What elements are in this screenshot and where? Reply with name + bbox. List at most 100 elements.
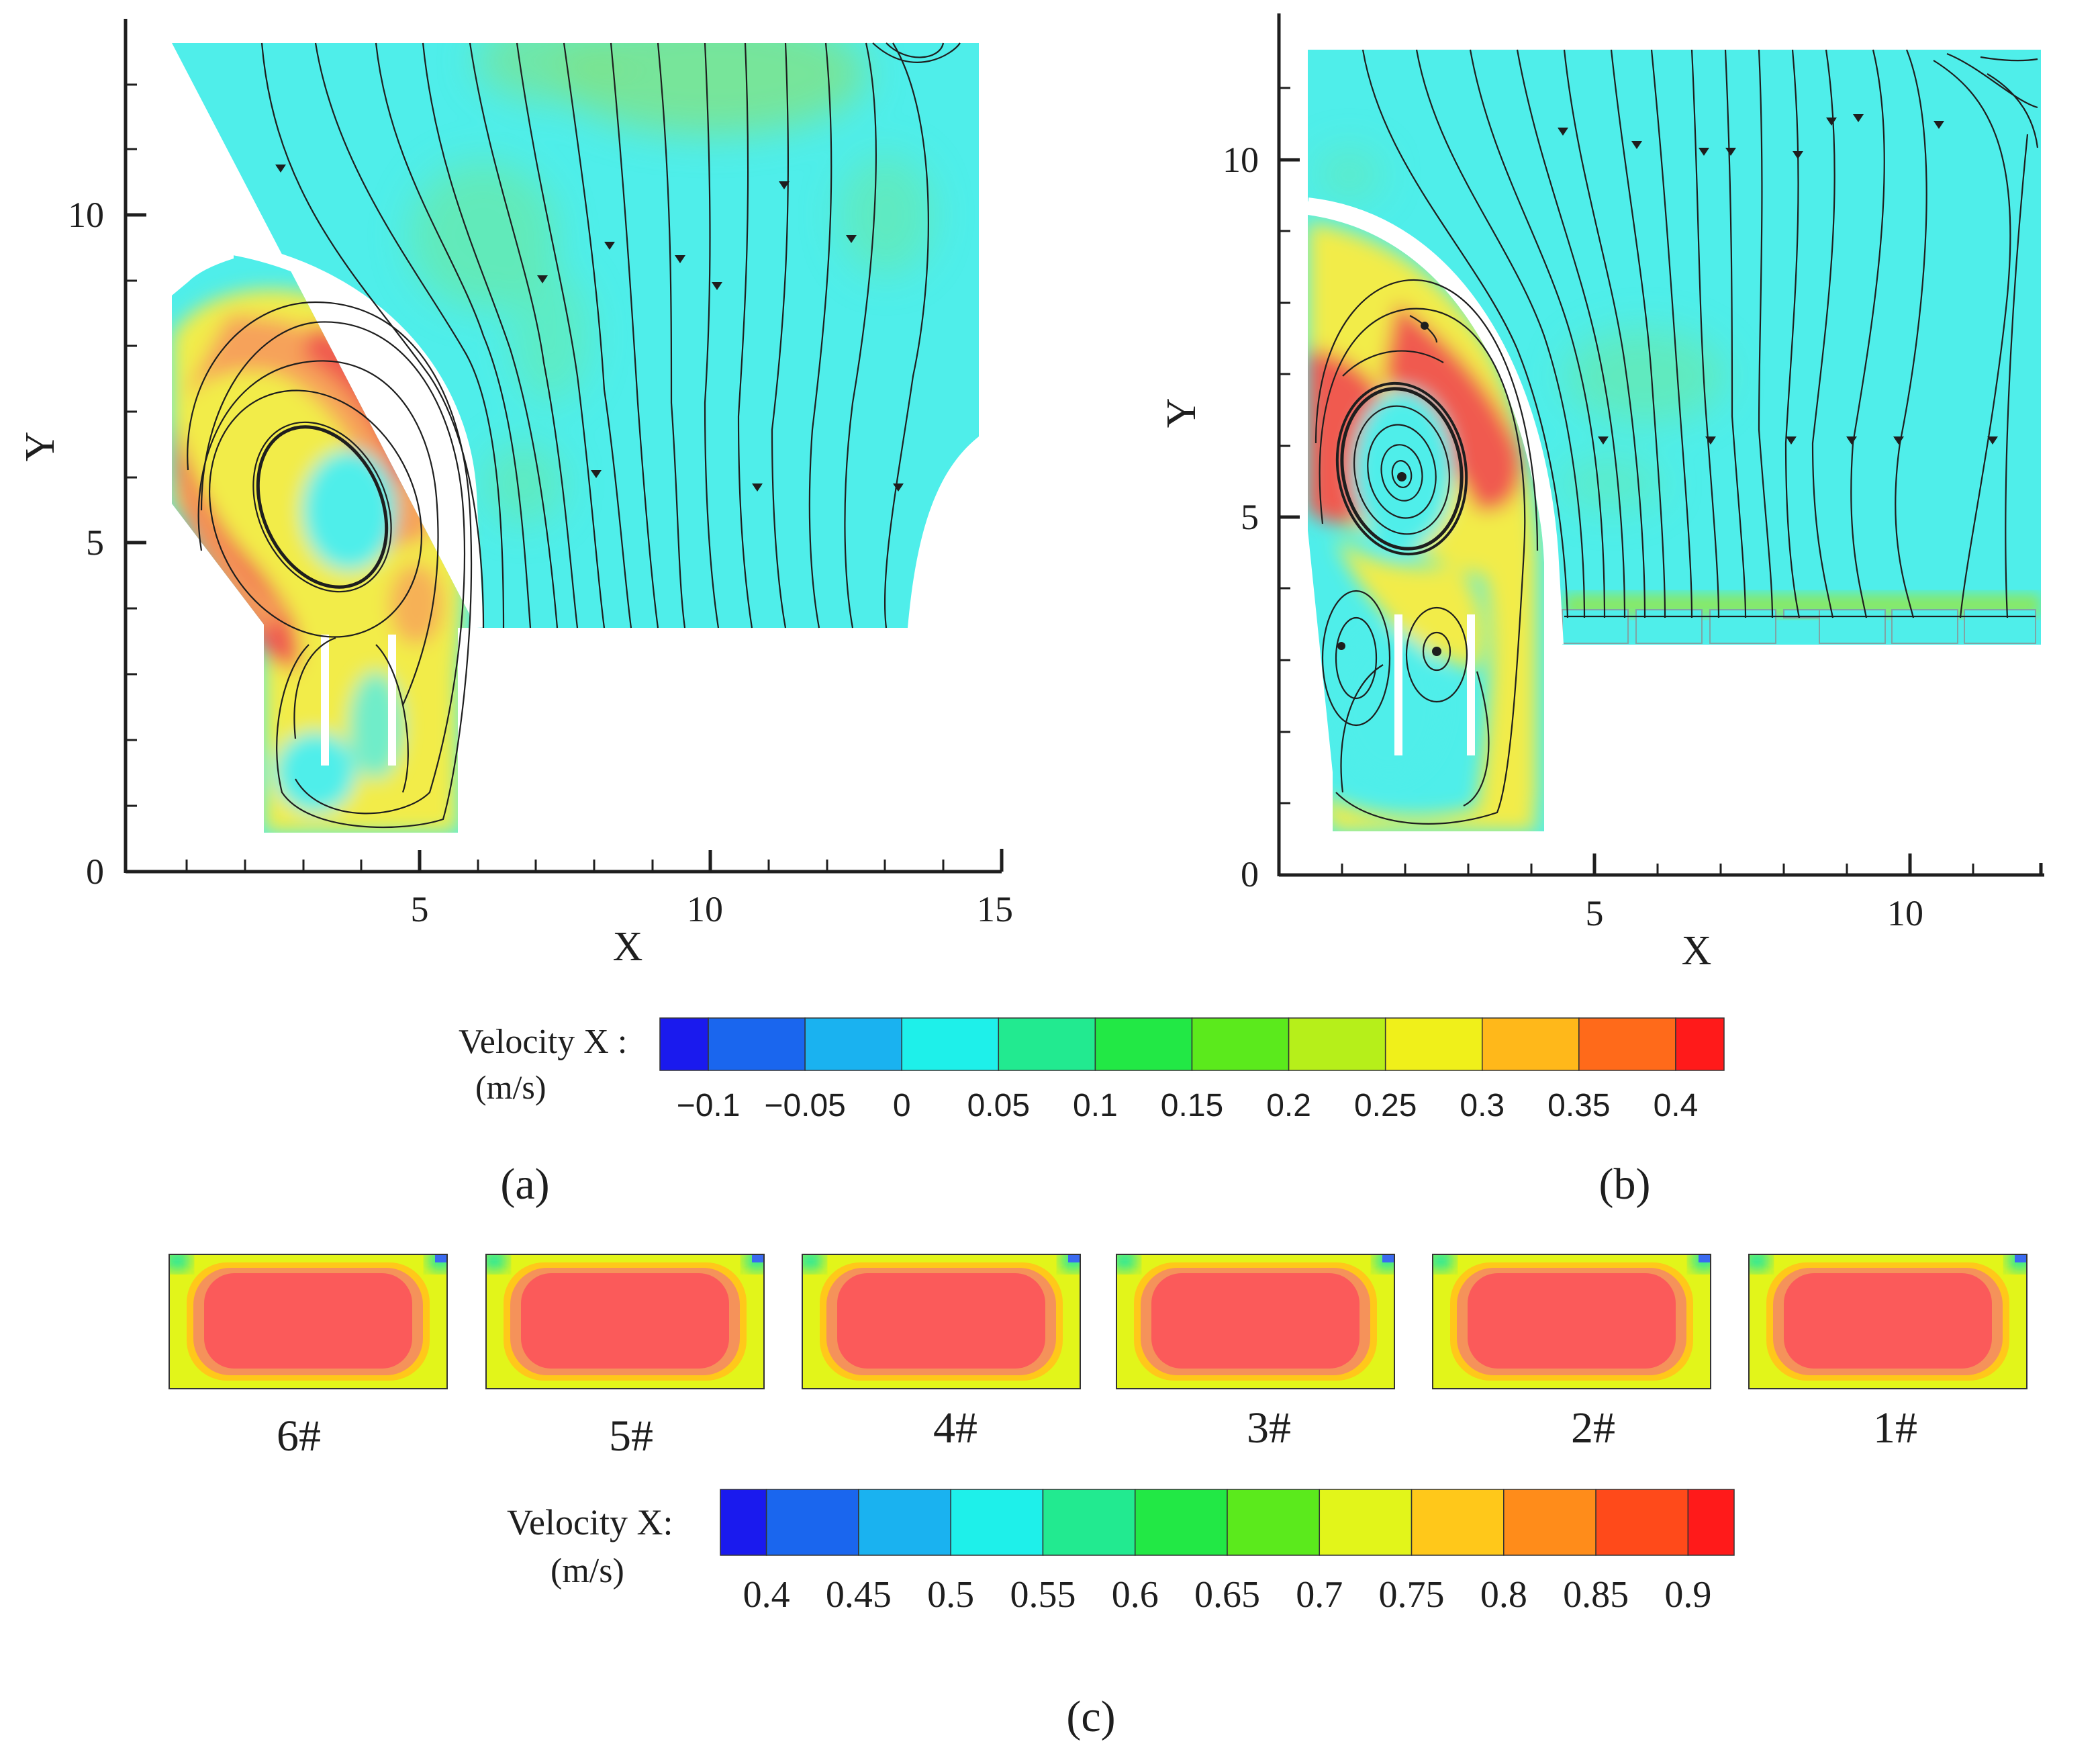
legend-c-tick-1: 0.45 — [826, 1574, 892, 1616]
panel-a-ylabel: Y — [17, 432, 63, 462]
panel-a-axes — [124, 19, 1004, 874]
legend-ab-colorbar — [659, 1017, 1725, 1071]
legend-c-unit: (m/s) — [551, 1552, 624, 1590]
panel-a-xtick-10: 10 — [687, 889, 723, 929]
panel-b-baffle-left — [1394, 614, 1402, 755]
panel-a-streamlines — [187, 42, 961, 829]
panel-b-ytick-0: 0 — [1241, 854, 1259, 894]
panel-b-xtick-5: 5 — [1586, 893, 1604, 933]
legend-c-tick-10: 0.9 — [1664, 1574, 1711, 1616]
legend-ab-tick-10: 0.4 — [1654, 1088, 1699, 1123]
legend-ab-tick-4: 0.1 — [1073, 1088, 1118, 1123]
panel-b: 10 5 0 5 10 X Y — [1159, 13, 2044, 974]
panel-a-ytick-0: 0 — [86, 851, 104, 892]
panel-b-streamlines — [1315, 49, 2039, 825]
section-3-core — [837, 1273, 1045, 1369]
panel-a-guide-wall — [232, 242, 483, 629]
legend-ab-tick-3: 0.05 — [967, 1088, 1030, 1123]
section-4: 3# — [1116, 1254, 1395, 1452]
panel-a-ytick-10: 10 — [68, 195, 104, 235]
panel-b-axes — [1277, 13, 2044, 877]
legend-ab-swatch-3 — [901, 1017, 1000, 1071]
legend-c-tick-9: 0.85 — [1563, 1574, 1629, 1616]
panel-b-xtick-10: 10 — [1887, 893, 1923, 933]
legend-c-tick-4: 0.6 — [1112, 1574, 1159, 1616]
legend-c-swatch-7 — [1319, 1489, 1413, 1556]
panel-b-outlets — [1562, 609, 2036, 644]
legend-ab-swatch-4 — [998, 1017, 1096, 1071]
panel-b-ylabel: Y — [1159, 398, 1204, 428]
section-1-core — [204, 1273, 412, 1369]
legend-c-swatch-2 — [858, 1489, 951, 1556]
section-label-5: 2# — [1571, 1403, 1615, 1452]
legend-c: Velocity X: (m/s) 0.4 0.45 0.5 0.55 0.6 0.65 0… — [507, 1489, 1735, 1616]
section-5-core — [1468, 1273, 1676, 1369]
legend-c-tick-3: 0.55 — [1010, 1574, 1076, 1616]
legend-c-swatch-11 — [1687, 1489, 1735, 1556]
legend-ab-tick-6: 0.2 — [1266, 1088, 1311, 1123]
section-label-1: 6# — [277, 1412, 321, 1461]
legend-ab-swatch-2 — [804, 1017, 902, 1071]
legend-ab-swatch-0 — [659, 1017, 709, 1071]
legend-ab-tick-9: 0.35 — [1547, 1088, 1610, 1123]
legend-ab: Velocity X : (m/s) −0.1 −0.05 0 0.05 0.1 0.15… — [459, 1017, 1725, 1123]
section-5: 2# — [1432, 1254, 1711, 1452]
legend-ab-tick-2: 0 — [893, 1088, 911, 1123]
legend-ab-ticks: −0.1 −0.05 0 0.05 0.1 0.15 0.2 0.25 0.3 0.35 0.4 — [677, 1088, 1699, 1123]
section-2: 5# — [485, 1254, 765, 1461]
legend-c-swatch-10 — [1595, 1489, 1689, 1556]
panel-a-xtick-5: 5 — [411, 889, 429, 929]
panel-c-sections: 6# 5# 4# 3# 2# 1# — [169, 1254, 2027, 1461]
legend-c-ticks: 0.4 0.45 0.5 0.55 0.6 0.65 0.7 0.75 0.8 0.85 0.9 — [743, 1574, 1712, 1616]
legend-c-tick-8: 0.8 — [1480, 1574, 1527, 1616]
panel-a-label: (a) — [500, 1160, 549, 1209]
legend-ab-swatch-1 — [708, 1017, 806, 1071]
legend-c-swatch-9 — [1503, 1489, 1596, 1556]
legend-c-swatch-8 — [1411, 1489, 1505, 1556]
panel-b-tick-labels: 10 5 0 5 10 — [1223, 140, 1923, 933]
legend-c-swatch-6 — [1227, 1489, 1321, 1556]
section-label-2: 5# — [609, 1412, 653, 1461]
panel-b-ytick-10: 10 — [1223, 140, 1259, 180]
legend-c-swatch-3 — [950, 1489, 1044, 1556]
legend-ab-swatch-6 — [1191, 1017, 1290, 1071]
panel-c-label: (c) — [1066, 1692, 1115, 1741]
legend-ab-swatch-9 — [1482, 1017, 1580, 1071]
legend-c-swatch-5 — [1134, 1489, 1228, 1556]
legend-c-tick-2: 0.5 — [927, 1574, 974, 1616]
section-label-6: 1# — [1873, 1403, 1917, 1452]
legend-c-tick-6: 0.7 — [1296, 1574, 1343, 1616]
legend-c-tick-0: 0.4 — [743, 1574, 790, 1616]
panel-a-xlabel: X — [613, 924, 643, 970]
panel-b-baffle-right — [1467, 614, 1475, 755]
panel-a-xtick-15: 15 — [977, 889, 1013, 929]
panel-a-baffle-right — [388, 635, 396, 766]
panel-a: 10 5 0 5 10 15 X Y — [17, 19, 1013, 970]
legend-ab-unit: (m/s) — [475, 1068, 546, 1106]
legend-ab-tick-1: −0.05 — [764, 1088, 845, 1123]
section-1: 6# — [169, 1254, 448, 1461]
panel-b-ytick-5: 5 — [1241, 497, 1259, 537]
legend-c-tick-5: 0.65 — [1194, 1574, 1260, 1616]
legend-ab-tick-7: 0.25 — [1354, 1088, 1417, 1123]
legend-c-title: Velocity X: — [507, 1502, 673, 1542]
section-6-core — [1784, 1273, 1992, 1369]
legend-ab-tick-8: 0.3 — [1460, 1088, 1505, 1123]
legend-c-swatch-0 — [720, 1489, 767, 1556]
section-6: 1# — [1748, 1254, 2027, 1452]
legend-c-tick-7: 0.75 — [1379, 1574, 1445, 1616]
section-label-4: 3# — [1247, 1403, 1291, 1452]
panel-a-baffle-left — [321, 635, 329, 766]
legend-c-swatch-1 — [765, 1489, 859, 1556]
section-label-3: 4# — [933, 1403, 977, 1452]
panel-b-label: (b) — [1599, 1160, 1651, 1209]
legend-c-colorbar — [720, 1489, 1735, 1556]
panel-b-arrows — [1337, 114, 1998, 656]
legend-ab-swatch-7 — [1288, 1017, 1386, 1071]
legend-ab-tick-5: 0.15 — [1161, 1088, 1223, 1123]
panel-b-guide-wall — [1306, 197, 1564, 645]
legend-c-swatch-4 — [1042, 1489, 1136, 1556]
panel-b-xlabel: X — [1682, 928, 1712, 974]
legend-ab-swatch-8 — [1384, 1017, 1483, 1071]
legend-ab-swatch-11 — [1675, 1017, 1725, 1071]
